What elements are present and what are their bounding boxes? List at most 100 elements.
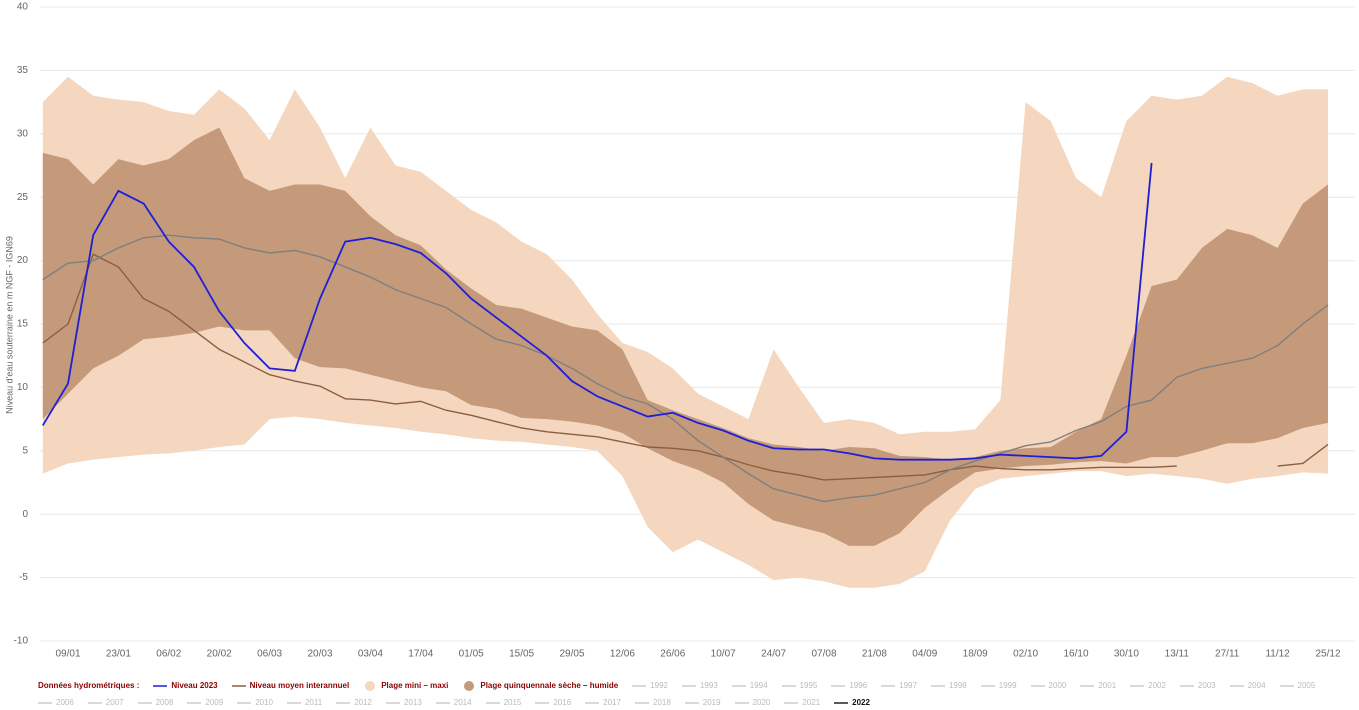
legend-label: Niveau moyen interannuel — [249, 681, 350, 690]
legend-label: 2001 — [1098, 681, 1117, 690]
legend-icon — [684, 702, 699, 704]
band-area — [42, 127, 1328, 546]
legend-icon — [153, 685, 168, 687]
legend-item[interactable]: Niveau moyen interannuel — [231, 679, 350, 693]
legend-label: 2003 — [1197, 681, 1216, 690]
legend-label: 1995 — [799, 681, 818, 690]
legend-label: 2018 — [652, 698, 671, 707]
y-tick-label: 10 — [17, 382, 29, 393]
legend-item[interactable]: 2009 — [187, 696, 223, 710]
legend-label: 2005 — [1297, 681, 1316, 690]
legend-item[interactable]: 2022 — [834, 696, 870, 710]
legend-item[interactable]: 2015 — [485, 696, 522, 710]
x-tick-label: 18/09 — [963, 649, 988, 660]
legend-item[interactable]: 2017 — [585, 696, 621, 710]
legend-item[interactable]: 1998 — [930, 679, 967, 693]
legend-icon — [237, 702, 252, 704]
legend-item[interactable]: 2002 — [1130, 679, 1166, 693]
legend-icon — [231, 685, 246, 687]
legend-item[interactable]: 2001 — [1080, 679, 1116, 693]
legend-item[interactable]: 2012 — [336, 696, 372, 710]
legend-item[interactable]: 2010 — [237, 696, 273, 710]
legend-label: 1993 — [699, 681, 718, 690]
legend-item[interactable]: 1996 — [831, 679, 867, 693]
legend-icon — [834, 702, 849, 704]
legend-icon — [831, 685, 846, 687]
legend-item[interactable]: 2007 — [87, 696, 124, 710]
x-tick-label: 25/12 — [1315, 649, 1340, 660]
legend-label: 2009 — [205, 698, 224, 707]
legend-icon — [1279, 685, 1294, 687]
legend-item[interactable]: 1999 — [980, 679, 1017, 693]
legend-item[interactable]: 1994 — [731, 679, 768, 693]
legend-item[interactable]: 2016 — [535, 696, 571, 710]
legend-item[interactable]: 1995 — [781, 679, 818, 693]
legend-item[interactable]: 2008 — [137, 696, 174, 710]
legend: Données hydrométriques : Niveau 2023 Nive… — [38, 679, 1353, 710]
x-tick-label: 13/11 — [1165, 649, 1190, 660]
x-tick-label: 09/01 — [55, 649, 80, 660]
legend-item[interactable]: 2019 — [684, 696, 721, 710]
y-tick-label: -10 — [14, 636, 29, 647]
legend-icon — [385, 702, 400, 704]
y-tick-label: -5 — [19, 572, 28, 583]
legend-icon — [784, 702, 799, 704]
legend-label: 2015 — [503, 698, 522, 707]
legend-item[interactable]: 2005 — [1279, 679, 1316, 693]
legend-icon — [881, 685, 896, 687]
legend-label: 2008 — [155, 698, 174, 707]
legend-label: 2007 — [105, 698, 124, 707]
legend-item[interactable]: 2020 — [734, 696, 770, 710]
legend-item[interactable]: 1992 — [632, 679, 668, 693]
legend-label: Niveau 2023 — [171, 681, 218, 690]
x-tick-label: 30/10 — [1114, 649, 1139, 660]
legend-label: 2014 — [453, 698, 472, 707]
y-tick-label: 40 — [17, 2, 29, 13]
legend-label: 2016 — [553, 698, 572, 707]
legend-item[interactable]: 1993 — [681, 679, 718, 693]
legend-icon — [38, 702, 52, 704]
legend-label: 2022 — [852, 698, 870, 707]
legend-item[interactable]: 2011 — [286, 696, 322, 710]
legend-icon — [336, 702, 351, 704]
legend-icon — [485, 702, 500, 704]
x-tick-label: 20/02 — [207, 649, 232, 660]
y-tick-label: 35 — [17, 65, 29, 76]
x-tick-label: 06/03 — [257, 649, 282, 660]
legend-item[interactable]: Plage quinquennale sèche – humide — [462, 679, 618, 693]
legend-label: 1992 — [650, 681, 668, 690]
legend-item[interactable]: 2004 — [1229, 679, 1266, 693]
legend-icon — [734, 702, 749, 704]
legend-item[interactable]: 2014 — [435, 696, 472, 710]
legend-icon — [1179, 685, 1194, 687]
legend-label: 2002 — [1148, 681, 1166, 690]
legend-item[interactable]: Plage mini – maxi — [363, 679, 448, 693]
legend-item[interactable]: 2018 — [634, 696, 671, 710]
legend-item[interactable]: 2000 — [1030, 679, 1066, 693]
legend-item[interactable]: 1997 — [881, 679, 917, 693]
x-tick-label: 26/06 — [660, 649, 685, 660]
legend-label: 2017 — [603, 698, 621, 707]
legend-icon — [632, 685, 647, 687]
legend-item[interactable]: 2006 — [38, 696, 74, 710]
legend-label: 1998 — [948, 681, 967, 690]
legend-label: 2013 — [403, 698, 422, 707]
legend-icon — [286, 702, 301, 704]
x-tick-label: 04/09 — [912, 649, 937, 660]
x-tick-label: 11/12 — [1265, 649, 1290, 660]
legend-icon — [435, 702, 450, 704]
legend-item[interactable]: 2003 — [1179, 679, 1216, 693]
legend-label: Plage mini – maxi — [381, 681, 449, 690]
legend-item[interactable]: Niveau 2023 — [153, 679, 218, 693]
legend-icon — [681, 685, 696, 687]
series-line — [42, 253, 1329, 481]
y-tick-label: 25 — [17, 192, 29, 203]
x-tick-label: 06/02 — [156, 649, 181, 660]
x-tick-label: 03/04 — [358, 649, 383, 660]
legend-item[interactable]: 2013 — [385, 696, 422, 710]
x-tick-label: 29/05 — [559, 649, 584, 660]
x-tick-label: 02/10 — [1013, 649, 1038, 660]
legend-label: Plage quinquennale sèche – humide — [480, 681, 619, 690]
legend-icon — [1130, 685, 1145, 687]
legend-item[interactable]: 2021 — [784, 696, 820, 710]
